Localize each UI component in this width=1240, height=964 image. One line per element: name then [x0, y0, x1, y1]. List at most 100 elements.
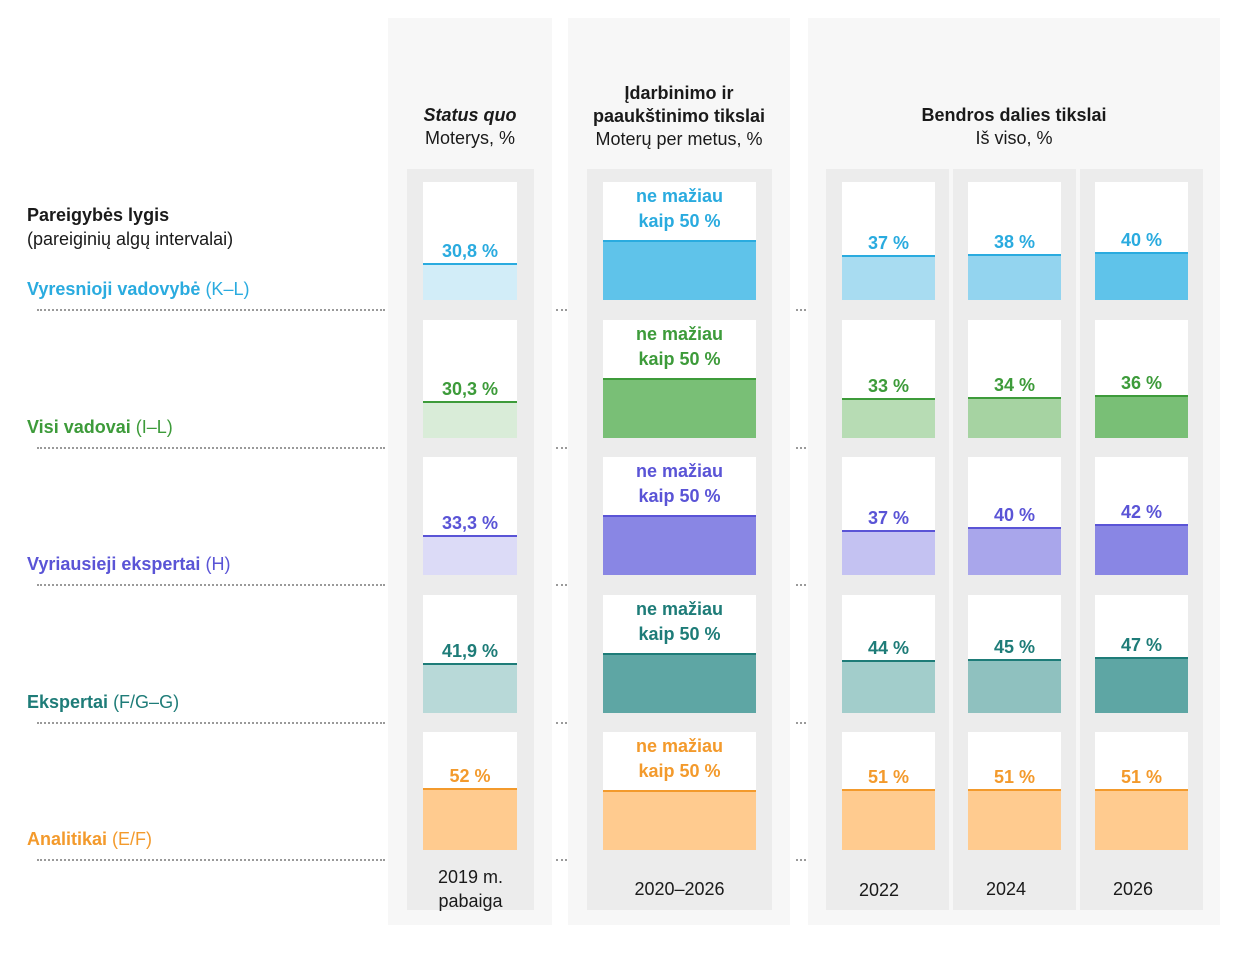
value-line — [423, 401, 517, 403]
value-line — [1095, 252, 1188, 254]
value-line — [423, 663, 517, 665]
value-label: 37 % — [867, 233, 910, 253]
value-bar — [842, 790, 935, 850]
target-label: ne mažiau kaip 50 % — [635, 186, 724, 231]
value-bar — [423, 789, 517, 850]
row-separator — [37, 584, 385, 586]
y2022-cell: 33 % — [842, 320, 935, 438]
target-line — [603, 653, 756, 655]
row-separator — [796, 722, 806, 724]
y2022-cell: 37 % — [842, 182, 935, 300]
target-bar — [603, 654, 756, 713]
value-bar — [968, 528, 1061, 575]
value-line — [968, 789, 1061, 791]
value-bar — [1095, 253, 1188, 300]
value-bar — [423, 402, 517, 438]
value-line — [423, 263, 517, 265]
value-line — [968, 659, 1061, 661]
y2022-cell: 37 % — [842, 457, 935, 575]
value-bar — [423, 664, 517, 713]
level-range: (E/F) — [112, 829, 153, 849]
value-bar — [1095, 790, 1188, 850]
level-range: (I–L) — [135, 417, 173, 437]
footer-targets: 2020–2026 — [634, 879, 725, 899]
value-label: 33,3 % — [441, 513, 499, 533]
row-separator — [796, 447, 806, 449]
y2024-cell: 45 % — [968, 595, 1061, 713]
y2024-cell: 40 % — [968, 457, 1061, 575]
targets-header: Įdarbinimo ir paaukštinimo tikslai Moter… — [566, 82, 792, 151]
value-label: 47 % — [1120, 635, 1163, 655]
y2024-cell: 38 % — [968, 182, 1061, 300]
targets-title: Įdarbinimo ir paaukštinimo tikslai — [592, 83, 766, 126]
target-bar — [603, 791, 756, 850]
target-cell: ne mažiau kaip 50 % — [603, 595, 756, 713]
value-label: 51 % — [1120, 767, 1163, 787]
target-cell: ne mažiau kaip 50 % — [603, 732, 756, 850]
level-range: (H) — [205, 554, 231, 574]
value-line — [842, 789, 935, 791]
row-separator — [556, 859, 567, 861]
status-quo-cell: 52 % — [423, 732, 517, 850]
value-line — [968, 527, 1061, 529]
footer-2026: 2026 — [1112, 879, 1154, 899]
y2026-cell: 40 % — [1095, 182, 1188, 300]
level-label: Ekspertai (F/G–G) — [27, 692, 179, 713]
row-separator — [556, 584, 567, 586]
share-header: Bendros dalies tikslai Iš viso, % — [808, 104, 1220, 150]
value-line — [423, 535, 517, 537]
row-separator — [556, 722, 567, 724]
target-cell: ne mažiau kaip 50 % — [603, 457, 756, 575]
level-name: Analitikai — [27, 829, 108, 849]
value-bar — [423, 264, 517, 300]
value-line — [968, 397, 1061, 399]
value-line — [1095, 524, 1188, 526]
status-quo-cell: 33,3 % — [423, 457, 517, 575]
value-label: 33 % — [867, 376, 910, 396]
target-line — [603, 515, 756, 517]
value-line — [842, 255, 935, 257]
level-header-title: Pareigybės lygis — [27, 205, 170, 225]
target-line — [603, 378, 756, 380]
value-bar — [968, 790, 1061, 850]
level-name: Visi vadovai — [27, 417, 131, 437]
targets-subtitle: Moterų per metus, % — [595, 129, 763, 149]
value-line — [842, 530, 935, 532]
y2026-cell: 42 % — [1095, 457, 1188, 575]
target-label: ne mažiau kaip 50 % — [635, 736, 724, 781]
value-label: 44 % — [867, 638, 910, 658]
value-label: 36 % — [1120, 373, 1163, 393]
value-line — [423, 788, 517, 790]
value-bar — [842, 256, 935, 300]
level-name: Vyresnioji vadovybė — [27, 279, 201, 299]
level-header-subtitle: (pareiginių algų intervalai) — [27, 229, 234, 249]
target-bar — [603, 241, 756, 300]
y2026-cell: 36 % — [1095, 320, 1188, 438]
row-separator — [37, 447, 385, 449]
value-label: 37 % — [867, 508, 910, 528]
level-range: (F/G–G) — [113, 692, 180, 712]
status-quo-cell: 30,3 % — [423, 320, 517, 438]
footer-2022: 2022 — [858, 880, 900, 900]
level-label: Vyriausieji ekspertai (H) — [27, 554, 230, 575]
status-quo-cell: 41,9 % — [423, 595, 517, 713]
value-label: 40 % — [1120, 230, 1163, 250]
y2024-cell: 51 % — [968, 732, 1061, 850]
value-line — [1095, 395, 1188, 397]
value-label: 41,9 % — [441, 641, 499, 661]
row-separator — [37, 309, 385, 311]
share-title: Bendros dalies tikslai — [921, 105, 1107, 125]
value-label: 45 % — [993, 637, 1036, 657]
value-bar — [968, 255, 1061, 300]
value-line — [968, 254, 1061, 256]
status-quo-title: Status quo — [423, 105, 517, 125]
level-label: Analitikai (E/F) — [27, 829, 152, 850]
level-header: Pareigybės lygis (pareiginių algų interv… — [27, 203, 233, 251]
value-bar — [968, 660, 1061, 713]
row-separator — [796, 859, 806, 861]
level-label: Visi vadovai (I–L) — [27, 417, 173, 438]
value-bar — [1095, 658, 1188, 713]
value-label: 30,8 % — [441, 241, 499, 261]
level-name: Vyriausieji ekspertai — [27, 554, 201, 574]
value-line — [842, 660, 935, 662]
